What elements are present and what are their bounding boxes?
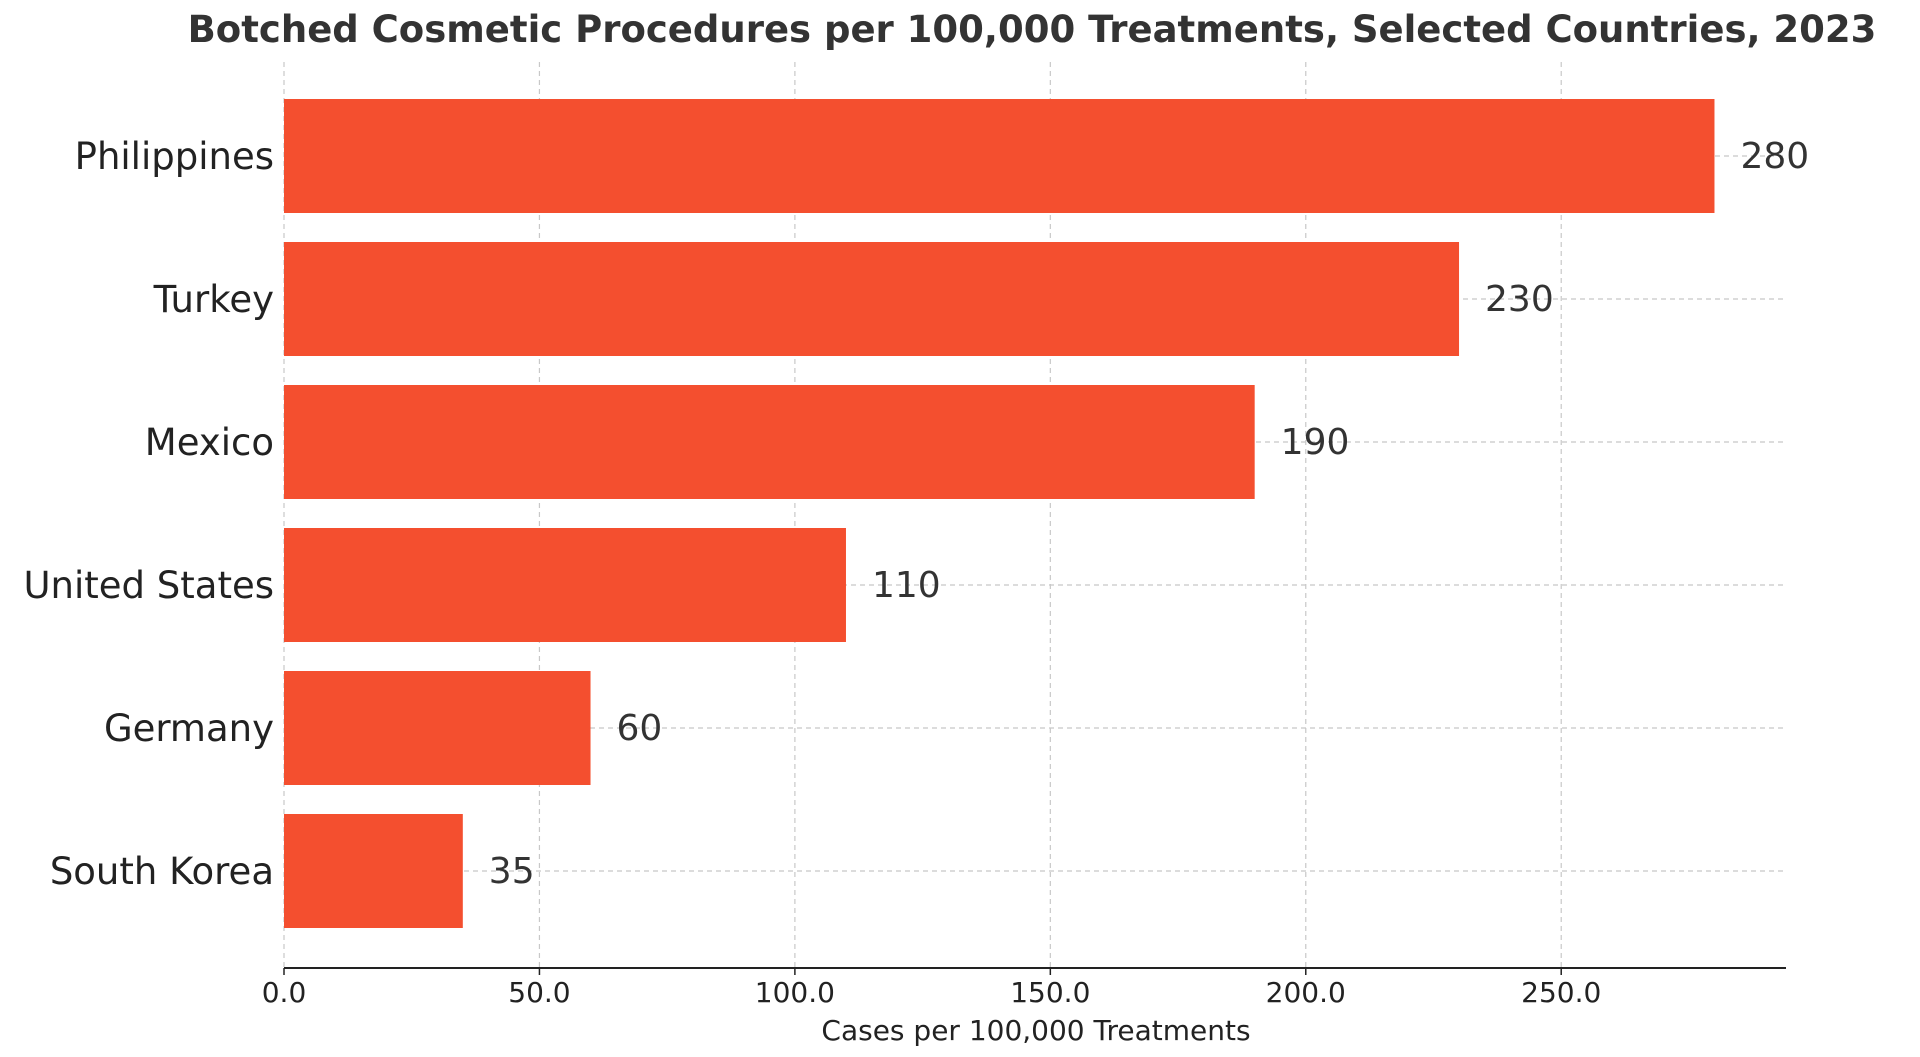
data-label: 35 xyxy=(489,851,535,892)
data-label: 60 xyxy=(617,708,663,749)
x-tick-label: 0.0 xyxy=(262,976,307,1009)
bars: Philippines 280 Turkey 230 Mexico 190 United S… xyxy=(23,99,1809,928)
category-label: Philippines xyxy=(75,135,274,178)
category-label: Turkey xyxy=(153,278,274,321)
bar xyxy=(284,528,846,642)
x-tick-label: 100.0 xyxy=(755,976,835,1009)
x-tick-label: 50.0 xyxy=(508,976,570,1009)
data-label: 190 xyxy=(1281,422,1350,463)
data-label: 280 xyxy=(1740,136,1809,177)
bar xyxy=(284,385,1255,499)
bar xyxy=(284,99,1715,213)
x-axis-label: Cases per 100,000 Treatments xyxy=(821,1014,1250,1047)
category-label: United States xyxy=(23,564,274,607)
x-tick-label: 150.0 xyxy=(1010,976,1090,1009)
x-tick-label: 250.0 xyxy=(1521,976,1601,1009)
x-axis: 0.0 50.0 100.0 150.0 200.0 250.0 xyxy=(262,967,1786,1009)
category-label: Mexico xyxy=(145,421,274,464)
bar xyxy=(284,242,1460,356)
data-label: 110 xyxy=(872,565,941,606)
bar xyxy=(284,671,591,785)
category-label: South Korea xyxy=(50,850,274,893)
data-label: 230 xyxy=(1485,279,1554,320)
x-tick-label: 200.0 xyxy=(1266,976,1346,1009)
category-label: Germany xyxy=(104,707,274,750)
chart-title: Botched Cosmetic Procedures per 100,000 … xyxy=(188,8,1877,51)
bar xyxy=(284,814,463,928)
